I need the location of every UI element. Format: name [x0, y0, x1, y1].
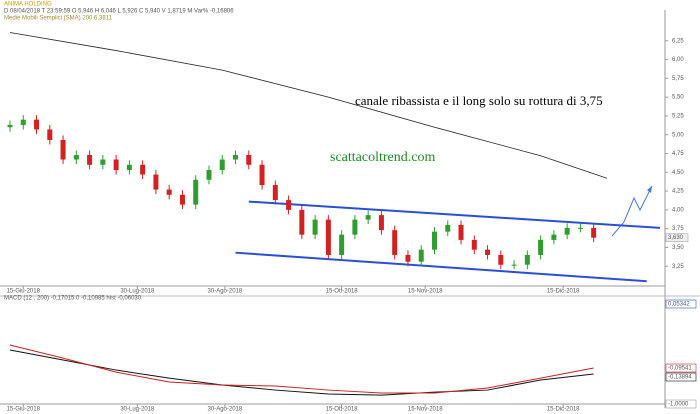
y-tick-label: 4,25 — [672, 189, 684, 195]
x-tick-label: 15-Nov-2018 — [408, 289, 443, 295]
candle-body — [34, 119, 40, 130]
x-tick-label: 30-Ago-2018 — [208, 407, 243, 413]
macd-label-box — [665, 363, 697, 373]
y-tick-label: 3,75 — [672, 226, 684, 232]
x-tick-label: 15-Giu-2018 — [7, 407, 41, 413]
candle-body — [60, 139, 66, 160]
x-tick-label: 15-Ott-2018 — [326, 407, 359, 413]
candle-body — [73, 155, 79, 160]
x-tick-label: 15-Dic-2018 — [547, 289, 580, 295]
channel-line — [235, 251, 647, 283]
candle-body — [392, 230, 398, 255]
chart-title: ANIMA HOLDING — [4, 2, 52, 8]
macd-axis-label: -1,0000 — [668, 402, 689, 408]
sma-label: Medie Mobili Semplici (SMA) 200 6,3811 — [4, 16, 113, 22]
x-tick-label: 15-Nov-2018 — [408, 407, 443, 413]
macd-label-box — [665, 372, 697, 382]
candle-body — [20, 119, 26, 125]
candle-body — [485, 249, 491, 255]
candle-body — [272, 185, 278, 201]
macd-axis-label: -0,13894 — [668, 375, 692, 381]
projection-arrow — [611, 185, 653, 237]
candle-body — [206, 170, 212, 180]
y-tick-label: 5,75 — [672, 76, 684, 82]
candle-body — [551, 234, 557, 240]
candle-body — [246, 155, 252, 165]
arrow-head — [647, 186, 652, 193]
candle-body — [219, 159, 225, 171]
last-price-box — [665, 233, 689, 242]
candle-body — [286, 200, 292, 210]
macd-line — [9, 344, 594, 394]
watermark: scattacoltrend.com — [330, 150, 435, 165]
candle-body — [538, 239, 544, 255]
candle-body — [312, 219, 318, 235]
candle-body — [431, 231, 437, 250]
candle-body — [577, 227, 583, 229]
candle-body — [471, 239, 477, 250]
candle-body — [591, 227, 597, 238]
candle-body — [100, 159, 106, 165]
y-tick-label: 6,00 — [672, 57, 684, 63]
candle-body — [511, 264, 517, 266]
x-tick-label: 30-Ago-2018 — [208, 289, 243, 295]
y-tick-label: 5,25 — [672, 114, 684, 120]
y-tick-label: 4,75 — [672, 151, 684, 157]
candle-body — [405, 254, 411, 262]
candle-body — [418, 249, 424, 262]
y-tick-label: 5,00 — [672, 132, 684, 138]
annotation: canale ribassista e il long solo su rott… — [355, 93, 603, 108]
candle-body — [113, 159, 119, 171]
channel-line — [248, 200, 661, 229]
macd-label-box — [665, 299, 697, 309]
candle-body — [339, 234, 345, 255]
candle-body — [365, 215, 371, 220]
x-tick-label: 30-Lug-2018 — [120, 407, 155, 413]
candle-body — [87, 155, 93, 165]
candle-body — [458, 224, 464, 240]
candle-body — [153, 174, 159, 190]
candle-body — [140, 164, 146, 175]
x-tick-label: 15-Ott-2018 — [326, 289, 359, 295]
candle-body — [325, 219, 331, 255]
candle-body — [233, 155, 239, 160]
last-price-label: 3,630 — [668, 235, 684, 241]
candle-body — [352, 219, 358, 235]
macd-axis-label: -0,09541 — [668, 366, 692, 372]
candle-body — [524, 254, 530, 265]
candle-body — [193, 179, 199, 205]
candle-body — [378, 215, 384, 231]
candle-body — [47, 129, 53, 140]
candle-body — [299, 209, 305, 235]
candle-body — [498, 254, 504, 265]
candle-body — [126, 164, 132, 171]
y-tick-label: 3,25 — [672, 264, 684, 270]
candle-body — [166, 189, 172, 195]
candle-body — [7, 124, 13, 128]
ohlc-info: D 08/04/2018 T 23:59:59 O 5,946 H 6,046 … — [4, 9, 234, 15]
macd-label: MACD (12 , 200) -0,17015 0 -0,10985 hist… — [4, 296, 142, 302]
x-tick-label: 15-Giu-2018 — [7, 289, 41, 295]
x-tick-label: 15-Dic-2018 — [547, 407, 580, 413]
macd-line — [9, 349, 594, 396]
y-tick-label: 5,50 — [672, 95, 684, 101]
candle-body — [564, 227, 570, 235]
y-tick-label: 4,50 — [672, 170, 684, 176]
y-tick-label: 3,50 — [672, 245, 684, 251]
sma-line — [9, 32, 608, 179]
macd-label-box — [665, 399, 697, 409]
macd-axis-label: 0,05342 — [668, 302, 690, 308]
candle-body — [259, 164, 265, 186]
y-tick-label: 4,00 — [672, 207, 684, 213]
x-tick-label: 30-Lug-2018 — [120, 289, 155, 295]
candle-body — [179, 194, 185, 205]
candle-body — [445, 224, 451, 232]
y-tick-label: 6,25 — [672, 38, 684, 44]
